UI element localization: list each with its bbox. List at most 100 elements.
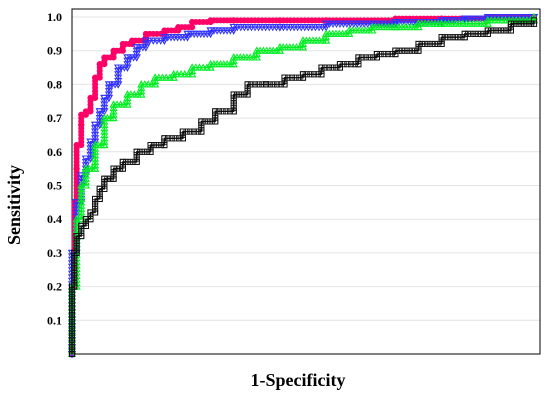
data-point (212, 111, 219, 118)
data-point (507, 20, 514, 27)
data-point (116, 165, 123, 172)
data-point (471, 30, 478, 37)
data-point (194, 128, 201, 135)
data-point (71, 276, 78, 283)
data-point (71, 256, 78, 263)
data-point (87, 216, 94, 223)
data-point (288, 74, 295, 81)
data-point (123, 57, 132, 66)
data-point (507, 27, 514, 34)
data-point (511, 20, 518, 27)
data-point (262, 81, 270, 88)
roc-series-4 (68, 17, 538, 358)
data-point (189, 24, 196, 31)
data-point (329, 64, 336, 71)
data-point (438, 34, 445, 41)
data-point (391, 20, 400, 28)
data-point (68, 319, 76, 326)
data-point (92, 206, 99, 213)
plot-area-frame (71, 8, 541, 355)
data-point (484, 27, 491, 34)
data-point (336, 61, 344, 68)
data-point (355, 57, 362, 64)
data-point (68, 301, 76, 308)
y-tick-label: 0.3 (47, 246, 62, 260)
data-point (123, 158, 130, 165)
data-point (484, 30, 491, 37)
data-point (347, 61, 355, 68)
data-point (230, 91, 237, 98)
data-point (418, 40, 425, 48)
data-point (530, 20, 538, 27)
data-point (244, 81, 251, 88)
data-point (491, 27, 498, 34)
data-point (73, 232, 80, 240)
data-point (461, 30, 468, 37)
data-point (150, 142, 158, 149)
data-point (96, 192, 103, 199)
data-point (230, 98, 237, 105)
data-point (395, 47, 402, 54)
data-point (101, 185, 108, 192)
data-point (101, 182, 108, 189)
data-point (412, 47, 419, 54)
data-point (190, 128, 198, 135)
data-point (179, 128, 186, 135)
data-point (78, 232, 85, 240)
data-point (281, 81, 288, 88)
data-point (161, 135, 168, 142)
data-point (351, 61, 358, 68)
data-point (92, 202, 99, 209)
data-point (68, 326, 76, 333)
data-point (270, 81, 277, 88)
data-point (458, 34, 465, 41)
grid (72, 16, 540, 321)
data-point (92, 209, 99, 216)
data-point (119, 158, 126, 165)
y-axis-title: Sensitivity (4, 165, 24, 245)
data-point (133, 148, 140, 155)
data-point (384, 51, 392, 58)
data-point (132, 47, 141, 55)
data-point (110, 172, 117, 179)
data-point (281, 77, 288, 85)
data-point (165, 135, 172, 142)
data-point (73, 249, 80, 256)
y-tick-labels: 0.1 0.2 0.3 0.4 0.5 0.6 0.7 0.8 0.9 1.0 (47, 10, 62, 327)
data-point (137, 148, 144, 155)
data-point (206, 30, 215, 39)
data-point (274, 81, 281, 88)
data-point (318, 64, 325, 71)
data-point (101, 175, 108, 182)
data-point (92, 199, 99, 206)
y-tick-label: 0.6 (47, 145, 62, 159)
data-point (68, 333, 76, 340)
data-point (201, 118, 208, 125)
data-point (68, 297, 76, 304)
data-point (73, 246, 80, 253)
data-point (183, 128, 190, 135)
data-point (78, 111, 85, 118)
data-point (107, 175, 114, 182)
data-point (77, 172, 86, 180)
data-point (296, 74, 303, 81)
data-point (86, 142, 95, 150)
data-point (71, 280, 78, 287)
data-point (223, 108, 230, 115)
data-point (91, 125, 100, 133)
data-point (455, 34, 462, 41)
data-point (96, 185, 103, 192)
roc-curves (67, 12, 539, 359)
data-point (530, 17, 538, 24)
data-point (285, 74, 292, 81)
roc-series-3 (67, 12, 539, 358)
data-point (179, 135, 186, 142)
data-point (461, 34, 468, 41)
y-tick-label: 0.8 (47, 77, 62, 91)
data-point (428, 40, 435, 48)
data-point (314, 71, 321, 78)
data-point (147, 142, 154, 149)
data-point (248, 81, 255, 88)
data-point (362, 54, 369, 61)
data-point (494, 27, 501, 34)
